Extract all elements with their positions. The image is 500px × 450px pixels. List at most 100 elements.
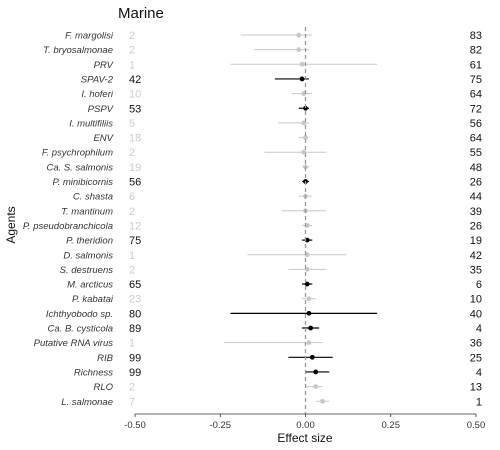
y-axis-title: Agents — [4, 206, 18, 243]
agent-prevalence: 4 — [476, 367, 482, 379]
forest-row: PSPV 53 72 — [88, 103, 482, 115]
agent-label: Ca. S. salmonis — [46, 162, 113, 173]
agent-prevalence: 72 — [470, 103, 482, 115]
agent-count: 56 — [129, 177, 141, 189]
agent-label: P. kabatai — [72, 294, 114, 305]
effect-point — [306, 310, 312, 316]
effect-point — [303, 105, 308, 111]
forest-row: T. mantinum 2 39 — [61, 206, 482, 218]
agent-prevalence: 82 — [470, 45, 482, 57]
effect-point — [306, 296, 312, 302]
agent-count: 18 — [129, 133, 141, 145]
x-tick-label: -0.25 — [209, 420, 231, 431]
effect-point — [296, 32, 302, 38]
agent-prevalence: 64 — [470, 89, 482, 101]
agent-label: T. bryosalmonae — [43, 45, 113, 56]
agent-label: L. salmonae — [61, 397, 113, 408]
agent-label: I. multifiliis — [69, 118, 113, 129]
forest-row: P. pseudobranchicola 12 26 — [23, 220, 482, 232]
agent-count: 53 — [129, 103, 141, 115]
effect-point — [296, 47, 302, 53]
agent-count: 99 — [129, 352, 141, 364]
agent-count: 7 — [129, 396, 135, 408]
agent-label: M. arcticus — [67, 280, 113, 291]
x-axis-ticks: -0.50 -0.25 0.00 0.25 0.50 — [124, 414, 485, 431]
forest-row: I. hoferi 10 64 — [81, 89, 482, 101]
forest-row: C. shasta 6 44 — [73, 191, 482, 203]
effect-point — [308, 325, 314, 331]
agent-prevalence: 75 — [470, 74, 482, 86]
agent-count: 6 — [129, 191, 135, 203]
forest-row: Ichthyobodo sp. 80 40 — [46, 308, 482, 320]
agent-label: Ichthyobodo sp. — [46, 309, 113, 320]
x-tick-label: -0.50 — [124, 420, 146, 431]
forest-row: RIB 99 25 — [97, 352, 482, 364]
agent-count: 12 — [129, 220, 141, 232]
agent-label: RLO — [93, 382, 113, 393]
agent-prevalence: 13 — [470, 382, 482, 394]
agent-prevalence: 39 — [470, 206, 482, 218]
agent-label: D. salmonis — [63, 250, 113, 261]
forest-row: SPAV-2 42 75 — [81, 74, 482, 86]
agent-prevalence: 42 — [470, 250, 482, 262]
agent-label: SPAV-2 — [81, 74, 114, 85]
forest-row: D. salmonis 1 42 — [63, 250, 482, 262]
agent-count: 75 — [129, 235, 141, 247]
effect-point — [306, 340, 312, 346]
forest-row: Putative RNA virus 1 36 — [34, 338, 482, 350]
agent-count: 89 — [129, 323, 141, 335]
forest-row: F. margolisi 2 83 — [65, 30, 482, 42]
agent-prevalence: 48 — [470, 162, 482, 174]
agent-label: T. mantinum — [61, 206, 113, 217]
agent-label: F. margolisi — [65, 31, 114, 42]
agent-count: 2 — [129, 264, 135, 276]
agent-prevalence: 26 — [470, 177, 482, 189]
agent-prevalence: 64 — [470, 133, 482, 145]
forest-row: P. theridion 75 19 — [66, 235, 482, 247]
agent-label: PSPV — [88, 104, 115, 115]
agent-count: 5 — [129, 118, 135, 130]
x-axis-title: Effect size — [277, 431, 332, 445]
forest-row: M. arcticus 65 6 — [67, 279, 482, 291]
x-tick-label: 0.50 — [467, 420, 486, 431]
effect-point — [313, 369, 319, 375]
effect-point — [299, 61, 305, 67]
forest-row: Richness 99 4 — [74, 367, 482, 379]
chart-title: Marine — [118, 5, 164, 22]
forest-row: I. multifiliis 5 56 — [69, 118, 482, 130]
agent-prevalence: 1 — [476, 396, 482, 408]
forest-row: F. psychrophilum 2 55 — [42, 147, 482, 159]
agent-prevalence: 26 — [470, 220, 482, 232]
agent-prevalence: 36 — [470, 338, 482, 350]
forest-row: S. destruens 2 35 — [60, 264, 482, 276]
x-tick-label: 0.00 — [296, 420, 315, 431]
agent-label: PRV — [94, 60, 115, 71]
agent-count: 2 — [129, 45, 135, 57]
agent-prevalence: 6 — [476, 279, 482, 291]
forest-row: L. salmonae 7 1 — [61, 396, 482, 408]
agent-label: P. minibicornis — [52, 177, 113, 188]
agent-prevalence: 19 — [470, 235, 482, 247]
agent-prevalence: 61 — [470, 59, 482, 71]
agent-prevalence: 35 — [470, 264, 482, 276]
agent-prevalence: 10 — [470, 294, 482, 306]
effect-point — [309, 354, 315, 360]
agent-count: 23 — [129, 294, 141, 306]
agent-label: S. destruens — [60, 265, 114, 276]
effect-point — [303, 164, 308, 170]
agent-label: Richness — [74, 367, 113, 378]
agent-label: I. hoferi — [81, 89, 114, 100]
agent-label: C. shasta — [73, 192, 113, 203]
agent-count: 2 — [129, 206, 135, 218]
agent-label: Putative RNA virus — [34, 338, 114, 349]
forest-row: ENV 18 64 — [93, 133, 482, 145]
agent-count: 80 — [129, 308, 141, 320]
forest-row: PRV 1 61 — [94, 59, 482, 71]
agent-label: Ca. B. cysticola — [48, 324, 113, 335]
agent-prevalence: 56 — [470, 118, 482, 130]
agent-count: 10 — [129, 89, 141, 101]
forest-row: Ca. B. cysticola 89 4 — [48, 323, 482, 335]
x-tick-label: 0.25 — [382, 420, 401, 431]
